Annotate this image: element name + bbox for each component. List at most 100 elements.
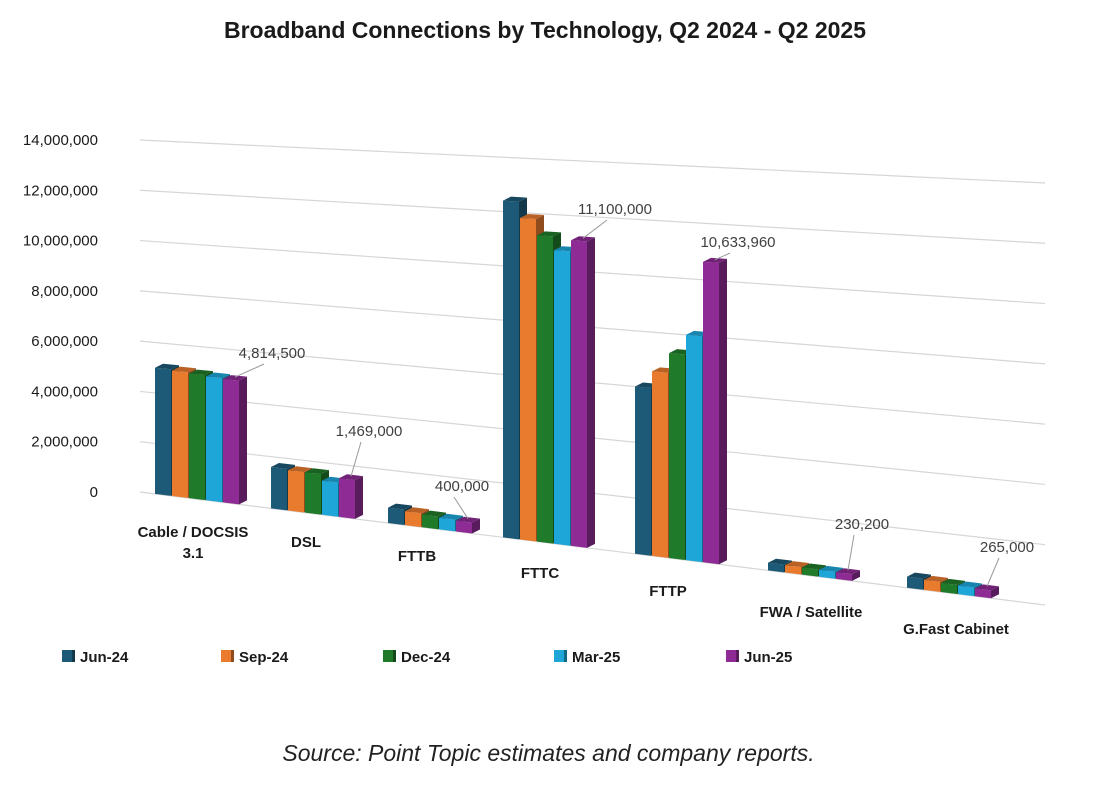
- legend-swatch: [554, 650, 564, 662]
- bar-front: [172, 370, 188, 498]
- bar-top: [405, 507, 429, 514]
- gridline: [139, 139, 1046, 184]
- leader-line: [582, 219, 608, 239]
- bar-top: [802, 563, 826, 570]
- bar-side: [991, 586, 999, 599]
- leader-line: [350, 441, 362, 477]
- bar-top: [206, 372, 230, 379]
- bar-front: [785, 565, 801, 575]
- bar-group: [271, 462, 363, 519]
- data-label: 10,633,960: [700, 234, 775, 251]
- y-tick-label: 10,000,000: [23, 233, 98, 250]
- bar-front: [537, 235, 553, 544]
- bar-front: [958, 585, 974, 597]
- chart-area: Broadband Connections by Technology, Q2 …: [23, 17, 1046, 666]
- bar-side: [719, 258, 727, 565]
- bar-top: [941, 578, 965, 585]
- bar-front: [975, 588, 991, 599]
- data-label: 4,814,500: [239, 345, 306, 362]
- category-labels: Cable / DOCSIS 3.1 DSL FTTB FTTC FTTP FWA / Sa…: [138, 524, 1009, 638]
- legend-item: Jun-25: [726, 649, 792, 666]
- bar-side: [472, 518, 480, 534]
- bar-front: [456, 520, 472, 534]
- legend-swatch-side: [564, 650, 567, 662]
- bar-front: [907, 576, 923, 590]
- source-note: Source: Point Topic estimates and compan…: [282, 740, 815, 766]
- data-label: 400,000: [435, 478, 489, 495]
- bar: [223, 375, 247, 505]
- leader-line: [234, 363, 265, 378]
- bar-top: [288, 466, 312, 473]
- bar: [571, 236, 595, 548]
- legend-item: Sep-24: [221, 649, 289, 666]
- bar-top: [388, 503, 412, 510]
- bar-front: [652, 371, 668, 558]
- bar-top: [819, 565, 843, 572]
- data-labels: 4,814,500 1,469,000 400,000 11,100,000 10,63…: [234, 201, 1034, 587]
- bar-group: [388, 503, 480, 534]
- bars: [155, 196, 999, 599]
- bar-top: [703, 257, 727, 263]
- bar-front: [686, 334, 702, 563]
- bar-top: [924, 575, 948, 582]
- legend-swatch-side: [393, 650, 396, 662]
- bar-top: [503, 196, 527, 202]
- bar-front: [288, 470, 304, 513]
- bar-top: [456, 516, 480, 523]
- bar-front: [503, 200, 519, 540]
- data-label: 230,200: [835, 516, 889, 533]
- y-tick-label: 2,000,000: [31, 434, 98, 451]
- bar-top: [439, 513, 463, 520]
- legend-label: Dec-24: [401, 649, 451, 666]
- bar-front: [819, 569, 835, 579]
- category-label: Cable / DOCSIS 3.1: [138, 524, 249, 562]
- legend-label: Jun-24: [80, 649, 129, 666]
- bar-top: [155, 363, 179, 370]
- bar-group: [155, 363, 247, 505]
- bar-front: [571, 240, 587, 548]
- legend-swatch: [221, 650, 231, 662]
- legend-item: Dec-24: [383, 649, 451, 666]
- bar-top: [172, 366, 196, 373]
- category-label: FTTB: [398, 548, 436, 565]
- category-label: G.Fast Cabinet: [903, 621, 1009, 638]
- bar-top: [975, 584, 999, 591]
- bar-front: [554, 250, 570, 546]
- bar-group: [907, 572, 999, 599]
- bar-top: [768, 558, 792, 565]
- y-tick-label: 0: [90, 484, 98, 501]
- bar-side: [239, 376, 247, 505]
- legend-swatch-side: [72, 650, 75, 662]
- bar-top: [189, 369, 213, 376]
- bar-top: [571, 236, 595, 242]
- bar-top: [785, 561, 809, 568]
- bar-chart: Broadband Connections by Technology, Q2 …: [23, 17, 1046, 666]
- y-tick-label: 12,000,000: [23, 182, 98, 199]
- bar-top: [520, 213, 544, 219]
- data-label: 11,100,000: [578, 201, 652, 218]
- bar: [703, 257, 727, 565]
- bar-front: [635, 386, 651, 556]
- legend-label: Mar-25: [572, 649, 620, 666]
- leader-line: [847, 534, 855, 571]
- bar: [456, 516, 480, 534]
- bar-top: [907, 572, 931, 579]
- leader-line: [453, 496, 469, 519]
- bar-front: [703, 261, 719, 565]
- category-label: FTTP: [649, 583, 687, 600]
- bar-front: [439, 517, 455, 532]
- bar-front: [223, 379, 239, 505]
- y-tick-label: 8,000,000: [31, 283, 98, 300]
- bar-front: [768, 562, 784, 573]
- legend-swatch-side: [231, 650, 234, 662]
- bar-front: [669, 353, 685, 561]
- leader-line: [986, 557, 1000, 587]
- bar-front: [339, 478, 355, 519]
- legend-label: Sep-24: [239, 649, 289, 666]
- bar-top: [305, 468, 329, 475]
- legend-swatch: [726, 650, 736, 662]
- bar-front: [422, 514, 438, 530]
- legend-swatch: [383, 650, 393, 662]
- category-label: FWA / Satellite: [760, 604, 863, 621]
- bar-top: [422, 510, 446, 517]
